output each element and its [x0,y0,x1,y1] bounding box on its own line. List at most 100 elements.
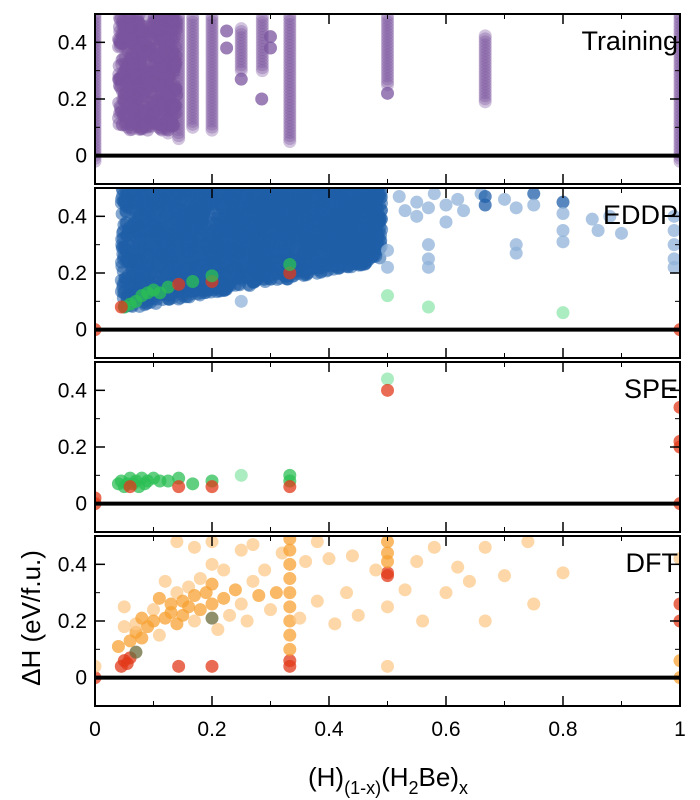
data-point [509,201,523,215]
cloud-point [169,106,183,120]
cloud-point [155,50,169,64]
bar-point [161,72,175,86]
bar-point [673,28,680,42]
panel-label-dft: DFT [626,548,678,578]
bar-point [478,38,492,52]
bar-point [172,30,186,44]
cloud-point [146,64,160,78]
bar-point [283,114,297,127]
cloud-point [129,87,143,101]
cloud-point [116,36,130,50]
cloud-point [152,118,166,132]
bar-point [205,18,219,32]
cloud-point [164,82,178,96]
cloud-point [165,54,179,68]
cloud-point [113,14,127,27]
cloud-point [147,33,161,47]
bar-point [255,49,269,63]
cloud-point [158,87,172,101]
cloud-point [308,213,322,227]
cloud-point [158,70,172,84]
cloud-point [151,40,165,54]
cloud-point [161,90,175,104]
cloud-point [161,266,175,280]
cloud-point [267,233,281,247]
cloud-point [167,119,181,133]
cloud-point [133,254,147,268]
y-tick-label: 0 [75,667,87,690]
cloud-point [133,55,147,69]
data-point [673,400,680,414]
cloud-point [162,37,176,51]
cloud-point [155,84,169,98]
cloud-point [237,257,251,271]
data-point [172,659,186,673]
bar-point [205,36,219,50]
bar-point [478,35,492,49]
cloud-point [141,25,155,39]
cloud-point [148,23,162,37]
cloud-point [143,108,157,122]
bar-point [283,14,297,25]
cloud-point [128,195,142,209]
bar-point [95,64,102,78]
bar-point [95,14,102,21]
panels-layer: 0 0.2 0.4 0 0.2 0.4 0 0.2 0.4 0 0.2 0.4 0 0.2 0.4 0.6 0.… [58,13,686,741]
cloud-point [134,121,148,135]
cloud-point [169,89,183,103]
bar-point [673,115,680,129]
bar-point [673,14,680,27]
bar-point [673,61,680,75]
cloud-point [123,123,137,137]
data-point [498,192,511,206]
bar-point [172,66,186,80]
cloud-point [126,90,140,104]
bar-point [205,21,219,35]
bar-point [161,84,175,98]
data-point [462,574,476,588]
cloud-point [130,91,144,105]
cloud-point [144,112,158,126]
cloud-point [161,63,175,77]
cloud-point [167,30,181,44]
bar-point [478,80,492,94]
bar-point [161,60,175,74]
bar-point [172,123,186,137]
cloud-point [134,78,148,92]
cloud-point [165,64,179,78]
xlabel-sub-1-x: (1-x) [344,778,381,798]
bar-point [381,21,394,35]
cloud-point [160,75,174,89]
cloud-point [162,99,176,113]
cloud-point [158,69,172,83]
bar-point [255,19,269,33]
x-tick-label: 0.4 [314,718,344,741]
data-point [310,536,324,549]
bar-point [673,73,680,87]
data-point [381,86,394,100]
cloud-point [157,27,171,41]
cloud-point [143,85,157,99]
cloud-point [123,117,137,131]
cloud-point [135,104,149,118]
cloud-point [239,189,253,203]
data-point [234,294,248,308]
cloud-point [126,55,140,69]
cloud-point [167,14,181,28]
data-point [527,188,541,201]
cloud-point [360,234,374,248]
cloud-point [324,259,338,273]
cloud-point [128,36,142,50]
cloud-point [142,42,156,56]
cloud-point [152,99,166,113]
data-point [164,606,178,619]
cloud-point [124,22,138,36]
cloud-point [266,212,280,226]
bar-point [186,108,200,122]
cloud-point [146,79,160,93]
y-tick-label: 0.4 [58,31,88,54]
cloud-point [137,100,151,114]
bar-point [205,72,219,86]
bar-point [234,52,248,66]
cloud-point [140,120,154,134]
